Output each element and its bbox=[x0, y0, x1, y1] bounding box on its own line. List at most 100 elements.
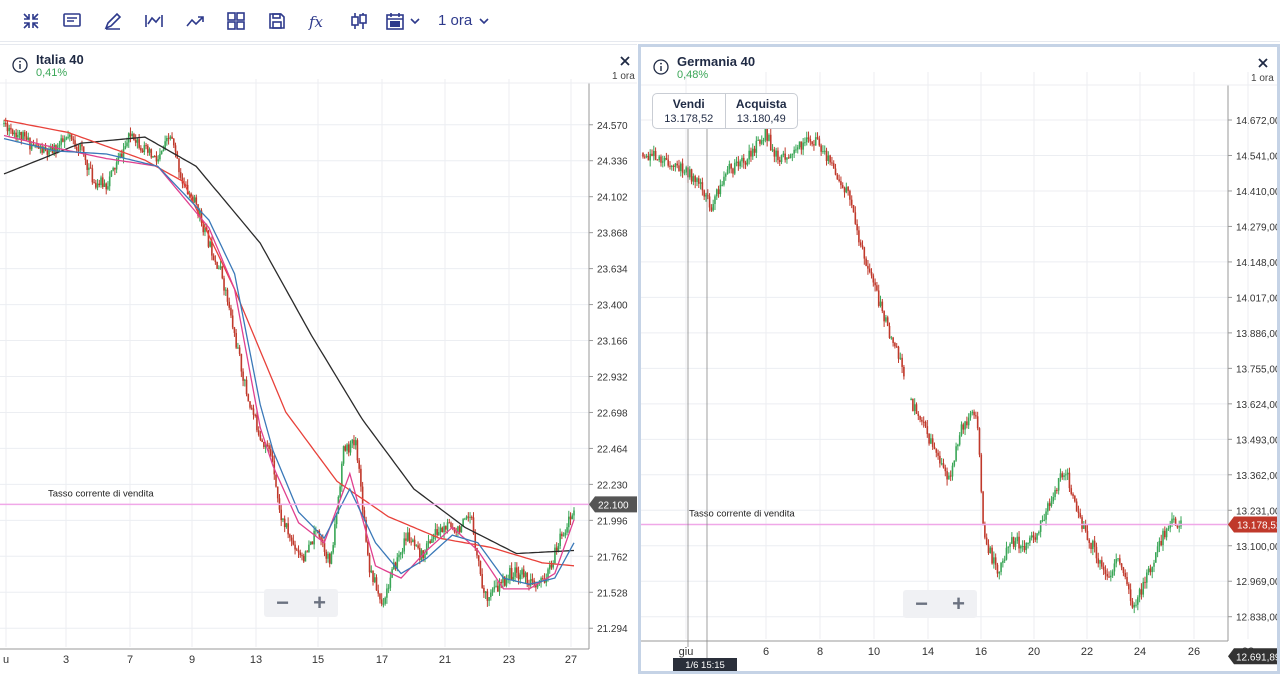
zoom-out-button[interactable]: − bbox=[276, 590, 289, 615]
chart-panel-germania[interactable]: 14.672,00 14.541,00 14.410,00 14.279,00 14.1… bbox=[638, 44, 1280, 674]
candle-body bbox=[705, 194, 707, 197]
y-tick-label: 13.886,00 bbox=[1236, 329, 1277, 340]
candle-body bbox=[1162, 530, 1164, 546]
candle-body bbox=[63, 139, 66, 142]
collapse-icon[interactable] bbox=[16, 6, 46, 36]
candle-body bbox=[1048, 503, 1051, 506]
info-icon[interactable] bbox=[12, 57, 28, 73]
zoom-controls: − + bbox=[264, 589, 338, 617]
candle-body bbox=[1072, 493, 1074, 497]
candle-body bbox=[446, 522, 449, 530]
zoom-in-button[interactable]: + bbox=[952, 591, 965, 616]
candle-body bbox=[798, 141, 801, 148]
price-chart[interactable]: 14.672,00 14.541,00 14.410,00 14.279,00 14.1… bbox=[641, 47, 1277, 671]
candle-body bbox=[931, 438, 934, 447]
candle-body bbox=[1147, 568, 1150, 573]
panel-header: Italia 40 0,41% 1 ora bbox=[0, 45, 637, 83]
zoom-out-button[interactable]: − bbox=[915, 591, 928, 616]
candle-body bbox=[138, 139, 140, 148]
close-button[interactable] bbox=[1252, 52, 1274, 74]
candle-body bbox=[751, 148, 754, 157]
candle-body bbox=[1068, 472, 1071, 489]
candle-body bbox=[22, 132, 24, 140]
candle-body bbox=[728, 164, 731, 170]
comment-icon[interactable] bbox=[57, 6, 87, 36]
candle-body bbox=[134, 140, 137, 143]
candle-body bbox=[398, 554, 400, 558]
candle-body bbox=[676, 163, 678, 166]
candle-body bbox=[301, 555, 303, 557]
candle-body bbox=[696, 178, 698, 182]
candle-body bbox=[877, 290, 880, 306]
candle-body bbox=[674, 163, 677, 167]
candle-body bbox=[429, 541, 432, 543]
candle-body bbox=[464, 518, 466, 520]
candle-body bbox=[1084, 524, 1087, 531]
calendar-dropdown[interactable] bbox=[385, 11, 420, 31]
candle-body bbox=[1025, 542, 1028, 551]
candle-body bbox=[814, 137, 817, 146]
function-icon[interactable]: fx bbox=[303, 6, 333, 36]
candle-body bbox=[237, 347, 239, 349]
candle-body bbox=[872, 275, 875, 283]
candle-body bbox=[775, 150, 777, 157]
buy-quote[interactable]: Acquista 13.180,49 bbox=[724, 94, 798, 128]
candle-body bbox=[1097, 558, 1100, 564]
candle-body bbox=[926, 426, 929, 435]
candle-body bbox=[690, 169, 693, 182]
candle-body bbox=[1146, 572, 1148, 583]
candle-body bbox=[496, 585, 499, 592]
candle-body bbox=[795, 149, 797, 151]
candle-body bbox=[275, 474, 277, 487]
candle-body bbox=[373, 577, 376, 582]
trend-icon[interactable] bbox=[180, 6, 210, 36]
y-tick-label: 22.698 bbox=[597, 408, 628, 419]
candle-body bbox=[733, 162, 736, 174]
candle-body bbox=[396, 557, 399, 569]
candle-body bbox=[172, 138, 175, 146]
candle-body bbox=[649, 153, 651, 161]
candle-body bbox=[516, 567, 518, 573]
candle-body bbox=[347, 444, 350, 453]
close-button[interactable] bbox=[614, 50, 636, 72]
line-study-icon[interactable] bbox=[139, 6, 169, 36]
candle-body bbox=[36, 144, 38, 146]
save-icon[interactable] bbox=[262, 6, 292, 36]
candle-body bbox=[708, 196, 711, 208]
candle-body bbox=[670, 165, 673, 167]
candle-body bbox=[195, 197, 198, 205]
candle-body bbox=[379, 593, 381, 600]
candle-body bbox=[406, 532, 409, 541]
candle-body bbox=[126, 142, 128, 147]
candle-body bbox=[491, 589, 494, 593]
price-chart[interactable]: 24.570 24.336 24.102 23.868 23.634 23.400 23.1… bbox=[0, 45, 637, 675]
zoom-in-button[interactable]: + bbox=[313, 590, 326, 615]
candle-body bbox=[1174, 518, 1177, 526]
candle-body bbox=[510, 567, 513, 580]
candle-body bbox=[1081, 517, 1083, 529]
candle-body bbox=[1099, 560, 1101, 564]
sell-quote[interactable]: Vendi 13.178,52 bbox=[653, 94, 725, 128]
candle-body bbox=[962, 424, 965, 430]
candle-body bbox=[500, 581, 503, 583]
candle-body bbox=[519, 574, 522, 580]
candle-body bbox=[509, 567, 511, 579]
y-tick-label: 22.230 bbox=[597, 480, 628, 491]
info-icon[interactable] bbox=[653, 59, 669, 75]
candle-body bbox=[10, 127, 12, 130]
grid-layout-icon[interactable] bbox=[221, 6, 251, 36]
candle-body bbox=[306, 551, 308, 553]
candle-body bbox=[804, 142, 806, 144]
candle-body bbox=[155, 156, 158, 162]
timeframe-dropdown[interactable]: 1 ora bbox=[438, 12, 489, 29]
candle-body bbox=[1128, 584, 1130, 590]
chart-panel-italia[interactable]: 24.570 24.336 24.102 23.868 23.634 23.400 23.1… bbox=[0, 44, 637, 674]
candle-body bbox=[263, 442, 265, 447]
candle-body bbox=[1011, 537, 1013, 544]
candle-icon[interactable] bbox=[344, 6, 374, 36]
candle-body bbox=[110, 170, 113, 177]
candle-body bbox=[1083, 524, 1085, 529]
y-tick-label: 14.410,00 bbox=[1236, 187, 1277, 198]
pencil-icon[interactable] bbox=[98, 6, 128, 36]
candle-body bbox=[211, 241, 213, 256]
